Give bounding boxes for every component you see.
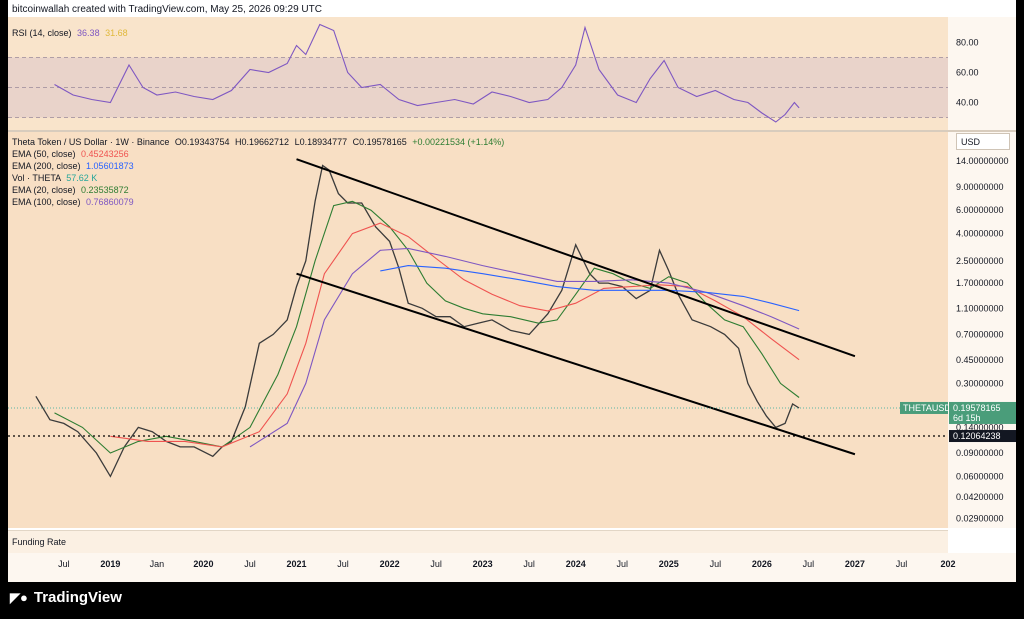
time-tick-label: Jul — [523, 559, 535, 569]
rsi-legend: RSI (14, close) 36.38 31.68 — [12, 28, 128, 38]
last-price-label: 0.19578165 — [953, 403, 1001, 413]
symbol-tag-label: THETAUSD — [903, 403, 951, 413]
rsi-ma-value: 31.68 — [105, 28, 128, 38]
time-tick-label: Jul — [710, 559, 722, 569]
time-tick-label: Jul — [896, 559, 908, 569]
time-tick-label: Jul — [244, 559, 256, 569]
channel-upper-line — [296, 158, 856, 358]
ema-200-close-line — [380, 265, 800, 312]
symbol-title: Theta Token / US Dollar · 1W · Binance — [12, 137, 170, 147]
ema200-value: 1.05601873 — [86, 161, 134, 171]
price-tick-label: 2.50000000 — [956, 256, 1004, 266]
time-axis[interactable] — [8, 553, 1016, 582]
rsi-pane[interactable] — [8, 17, 948, 130]
ema20-label: EMA (20, close) — [12, 185, 76, 195]
funding-label: Funding Rate — [12, 537, 67, 547]
ohlc-close: C0.19578165 — [352, 137, 407, 147]
price-axis[interactable] — [948, 17, 1016, 528]
time-tick-label: 2019 — [100, 559, 120, 569]
price-tick-label: 1.70000000 — [956, 278, 1004, 288]
ema20-value: 0.23535872 — [81, 185, 129, 195]
ohlc-open: O0.19343754 — [174, 137, 230, 147]
ema200-legend: EMA (200, close) 1.05601873 — [12, 161, 134, 171]
ema-100-close-line — [249, 247, 800, 448]
time-tick-label: Jul — [803, 559, 815, 569]
price-tick-label: 0.02900000 — [956, 513, 1004, 523]
rsi-tick-label: 80.00 — [956, 38, 979, 48]
tradingview-logo[interactable]: ◤● TradingView — [10, 589, 122, 606]
price-tick-label: 1.10000000 — [956, 303, 1004, 313]
ema50-legend: EMA (50, close) 0.45243256 — [12, 149, 129, 159]
ohlc-low: L0.18934777 — [294, 137, 348, 147]
price-line — [35, 164, 800, 478]
time-tick-label: Jan — [150, 559, 165, 569]
price-tick-label: 0.14000000 — [956, 422, 1004, 432]
vol-label: Vol · THETA — [12, 173, 61, 183]
time-tick-label: 2020 — [193, 559, 213, 569]
support-price-tag — [949, 430, 1016, 443]
creator-line: bitcoinwallah created with TradingView.c… — [12, 4, 322, 15]
ema100-label: EMA (100, close) — [12, 197, 81, 207]
time-tick-label: Jul — [58, 559, 70, 569]
last-price-tag — [949, 401, 1016, 424]
time-tick-label: 2025 — [659, 559, 679, 569]
channel-lower-line — [296, 272, 856, 456]
vol-value: 57.62 K — [66, 173, 98, 183]
time-tick-label: Jul — [337, 559, 349, 569]
price-tick-label: 4.00000000 — [956, 229, 1004, 239]
vol-legend: Vol · THETA 57.62 K — [12, 173, 97, 183]
time-tick-label: Jul — [430, 559, 442, 569]
brand-name: TradingView — [33, 589, 122, 606]
rsi-label: RSI (14, close) — [12, 28, 72, 38]
time-tick-label: 2026 — [752, 559, 772, 569]
currency-button[interactable]: USD — [956, 133, 1010, 150]
ohlc-high: H0.19662712 — [235, 137, 290, 147]
price-tick-label: 0.30000000 — [956, 378, 1004, 388]
support-price-label: 0.12064238 — [953, 431, 1001, 441]
price-tick-label: 0.04200000 — [956, 492, 1004, 502]
time-tick-label: 2022 — [380, 559, 400, 569]
ema200-label: EMA (200, close) — [12, 161, 81, 171]
chart-svg[interactable]: 80.00 60.00 40.00 14.00000000 9.00000000 6.00… — [8, 0, 1016, 582]
rsi-tick-label: 60.00 — [956, 68, 979, 78]
ema100-legend: EMA (100, close) 0.76860079 — [12, 197, 134, 207]
rsi-line — [54, 23, 800, 123]
time-tick-label: 202 — [940, 559, 955, 569]
price-tick-label: 0.06000000 — [956, 471, 1004, 481]
rsi-value: 36.38 — [77, 28, 100, 38]
ema50-value: 0.45243256 — [81, 149, 129, 159]
ema20-legend: EMA (20, close) 0.23535872 — [12, 185, 129, 195]
pane-separator[interactable] — [8, 130, 1016, 132]
rsi-tick-label: 40.00 — [956, 98, 979, 108]
price-tick-label: 0.45000000 — [956, 355, 1004, 365]
time-tick-label: 2021 — [286, 559, 306, 569]
ema50-label: EMA (50, close) — [12, 149, 76, 159]
ohlc-change: +0.00221534 (+1.14%) — [412, 137, 505, 147]
price-tick-label: 6.00000000 — [956, 205, 1004, 215]
time-tick-label: 2024 — [566, 559, 586, 569]
countdown-label: 6d 15h — [953, 413, 981, 423]
chart-frame: bitcoinwallah created with TradingView.c… — [8, 0, 1016, 582]
tradingview-mark-icon: ◤● — [10, 590, 28, 605]
funding-pane[interactable] — [8, 530, 948, 553]
ema-20-close-line — [54, 200, 800, 454]
ema-50-close-line — [110, 222, 800, 448]
price-tick-label: 9.00000000 — [956, 182, 1004, 192]
symbol-tag — [900, 401, 948, 414]
time-tick-label: Jul — [616, 559, 628, 569]
ema100-value: 0.76860079 — [86, 197, 134, 207]
time-tick-label: 2023 — [473, 559, 493, 569]
price-pane[interactable] — [8, 132, 948, 528]
symbol-legend: Theta Token / US Dollar · 1W · Binance O… — [12, 137, 504, 147]
time-tick-label: 2027 — [845, 559, 865, 569]
price-tick-label: 0.70000000 — [956, 329, 1004, 339]
price-tick-label: 0.09000000 — [956, 448, 1004, 458]
price-tick-label: 14.00000000 — [956, 156, 1009, 166]
